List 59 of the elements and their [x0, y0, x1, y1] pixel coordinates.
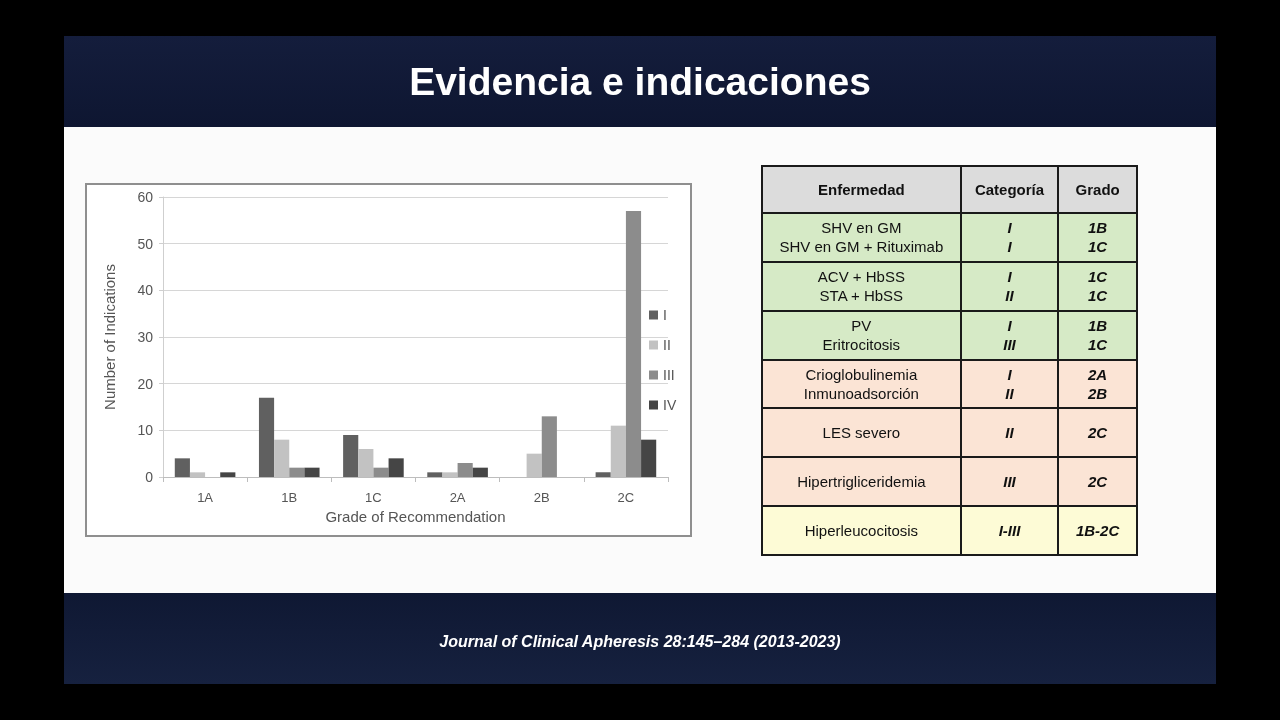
y-tick-label: 50: [137, 235, 154, 252]
text: II: [960, 408, 1059, 458]
text: I-III: [960, 506, 1059, 555]
chart-title: Evidencia e indicaciones: [409, 59, 871, 104]
bar: [625, 211, 642, 477]
x-axis-title: Grade of Recommendation: [325, 508, 506, 525]
text: Enfermedad: [762, 166, 961, 213]
y-tick-label: 60: [137, 189, 154, 205]
text: III: [960, 457, 1059, 507]
text: I III: [960, 310, 1059, 360]
legend-label: III: [663, 367, 675, 383]
bar: [641, 439, 657, 477]
y-tick-label: 10: [137, 422, 154, 439]
text: Hipertrigliceridemia: [762, 457, 961, 507]
text: Grado: [1058, 166, 1137, 213]
text: Categoría: [960, 166, 1059, 213]
y-tick-label: 20: [137, 375, 154, 392]
x-tick-label: 1A: [197, 490, 214, 505]
text: Journal of Clinical Apheresis 28:145–284 (2013-2023): [439, 632, 841, 651]
bar: [258, 397, 275, 477]
text: 1C 1C: [1058, 261, 1137, 311]
text: SHV en GM SHV en GM + Rituximab: [762, 213, 961, 262]
y-tick-label: 40: [137, 282, 154, 299]
bar: [457, 463, 473, 477]
text: 2C: [1058, 408, 1137, 458]
text: 2A 2B: [1058, 359, 1137, 409]
bar: [595, 472, 611, 477]
text: 1B 1C: [1058, 310, 1137, 360]
bar: [289, 467, 305, 477]
legend-label: I: [663, 307, 667, 323]
bar: [174, 458, 190, 477]
text: 1B 1C: [1058, 213, 1137, 262]
text: Crioglobulinemia Inmunoadsorción: [762, 359, 961, 409]
text: I II: [960, 261, 1059, 311]
x-tick-label: 1C: [365, 490, 382, 505]
bar: [427, 472, 443, 477]
y-tick-label: 0: [145, 469, 154, 485]
bar: [343, 435, 359, 477]
legend-label: IV: [663, 397, 677, 413]
text: I II: [960, 359, 1059, 409]
y-tick-label: 30: [137, 329, 154, 345]
x-tick-label: 1B: [281, 490, 298, 505]
legend-label: II: [663, 337, 671, 353]
text: 1B-2C: [1058, 506, 1137, 555]
y-axis-title: Number of Indications: [101, 264, 118, 410]
text: ACV + HbSS STA + HbSS: [762, 261, 961, 311]
text: PV Eritrocitosis: [762, 310, 961, 360]
text: I I: [960, 213, 1059, 262]
x-tick-label: 2B: [533, 490, 550, 505]
bar: [472, 467, 488, 477]
text: Hiperleucocitosis: [762, 506, 961, 555]
text: LES severo: [762, 408, 961, 458]
bar: [388, 458, 404, 477]
bar: [541, 416, 557, 477]
bar: [304, 467, 320, 477]
bar: [220, 472, 236, 477]
x-tick-label: 2C: [617, 490, 635, 505]
bar: [373, 467, 389, 477]
x-tick-label: 2A: [449, 490, 466, 505]
